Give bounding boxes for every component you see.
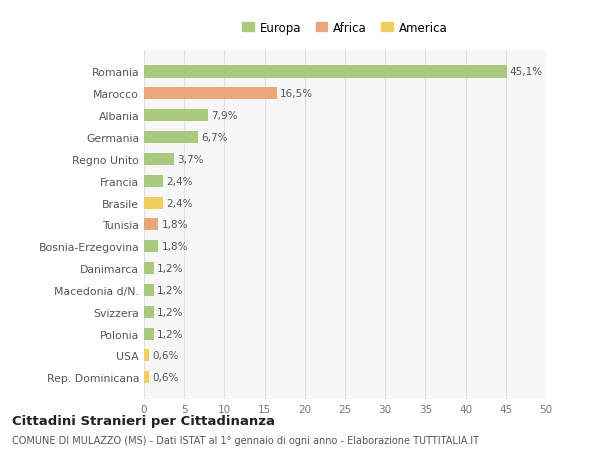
- Text: 2,4%: 2,4%: [167, 198, 193, 208]
- Bar: [144, 132, 198, 144]
- Text: Cittadini Stranieri per Cittadinanza: Cittadini Stranieri per Cittadinanza: [12, 414, 275, 428]
- Bar: [144, 175, 163, 187]
- Text: 45,1%: 45,1%: [510, 67, 543, 77]
- Text: COMUNE DI MULAZZO (MS) - Dati ISTAT al 1° gennaio di ogni anno - Elaborazione TU: COMUNE DI MULAZZO (MS) - Dati ISTAT al 1…: [12, 435, 479, 445]
- Bar: [144, 263, 154, 274]
- Text: 0,6%: 0,6%: [152, 373, 178, 382]
- Text: 1,2%: 1,2%: [157, 329, 184, 339]
- Text: 0,6%: 0,6%: [152, 351, 178, 361]
- Bar: [144, 153, 174, 166]
- Text: 1,2%: 1,2%: [157, 263, 184, 274]
- Text: 1,8%: 1,8%: [161, 242, 188, 252]
- Text: 16,5%: 16,5%: [280, 89, 313, 99]
- Bar: [144, 284, 154, 297]
- Bar: [144, 371, 149, 383]
- Bar: [144, 219, 158, 231]
- Text: 1,2%: 1,2%: [157, 307, 184, 317]
- Text: 3,7%: 3,7%: [177, 155, 203, 164]
- Bar: [144, 110, 208, 122]
- Bar: [144, 197, 163, 209]
- Bar: [144, 328, 154, 340]
- Bar: [144, 306, 154, 318]
- Text: 6,7%: 6,7%: [201, 133, 227, 143]
- Bar: [144, 88, 277, 100]
- Text: 1,2%: 1,2%: [157, 285, 184, 295]
- Text: 1,8%: 1,8%: [161, 220, 188, 230]
- Text: 2,4%: 2,4%: [167, 176, 193, 186]
- Legend: Europa, Africa, America: Europa, Africa, America: [242, 22, 448, 34]
- Text: 7,9%: 7,9%: [211, 111, 237, 121]
- Bar: [144, 350, 149, 362]
- Bar: [144, 67, 506, 78]
- Bar: [144, 241, 158, 253]
